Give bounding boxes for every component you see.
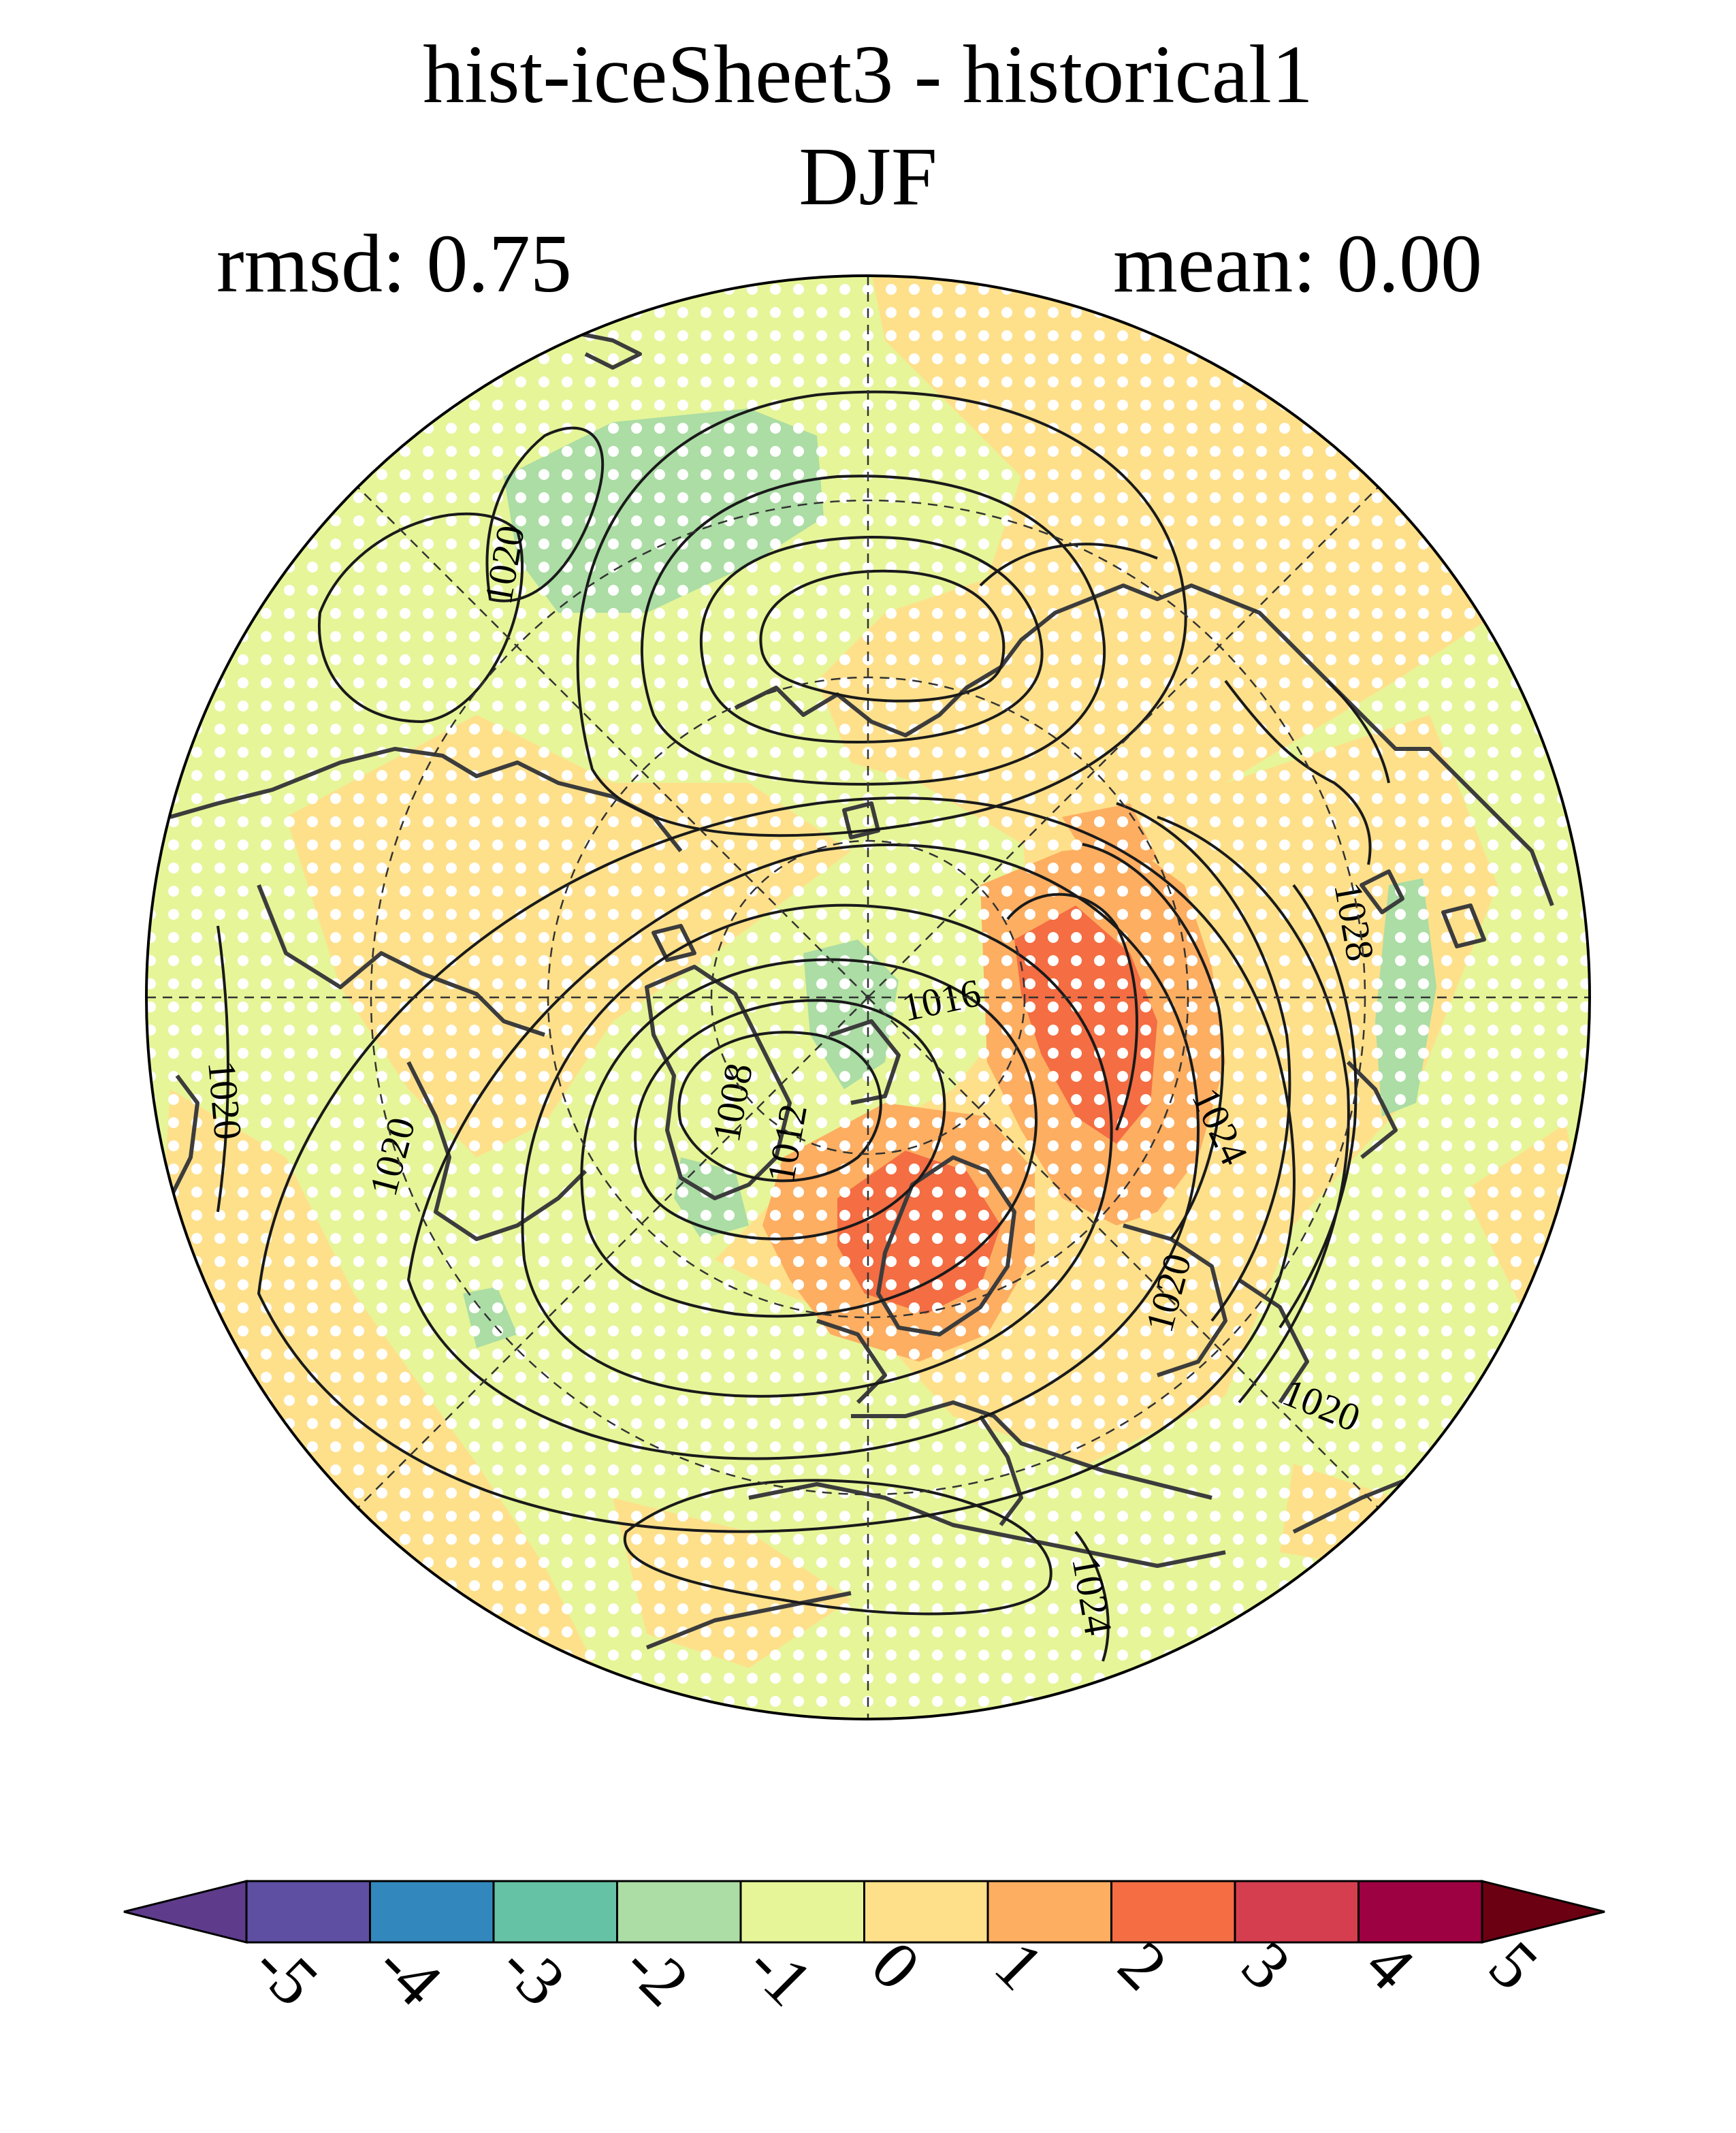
colorbar-swatch (739, 1880, 865, 1944)
colorbar-swatch (1357, 1880, 1483, 1944)
colorbar-swatch (369, 1880, 495, 1944)
polar-map: 1020 1016 1008 1012 1020 1020 1028 1024 … (145, 274, 1591, 1720)
colorbar-swatch (492, 1880, 618, 1944)
colorbar-arrow-high (1481, 1880, 1605, 1944)
isobar-contours (216, 390, 1390, 1662)
title-season: DJF (799, 131, 937, 223)
colorbar: -5 -4 -3 -2 -1 0 1 2 3 4 5 (123, 1880, 1605, 2020)
colorbar-swatch (616, 1880, 742, 1944)
colorbar-swatch (863, 1880, 989, 1944)
graticule (146, 276, 1590, 1719)
colorbar-swatch (986, 1880, 1112, 1944)
contour-label: 1020 (199, 1059, 251, 1141)
mean-label: mean: 0.00 (1113, 218, 1482, 310)
rmsd-label: rmsd: 0.75 (216, 218, 572, 310)
title-line1: hist-iceSheet3 - historical1 (423, 29, 1313, 121)
colorbar-swatch (1234, 1880, 1360, 1944)
map-boundary (145, 274, 1591, 1720)
colorbar-arrow-low (123, 1880, 248, 1944)
colorbar-swatch (245, 1880, 371, 1944)
colorbar-swatch (1110, 1880, 1236, 1944)
coastlines (168, 332, 1567, 1650)
